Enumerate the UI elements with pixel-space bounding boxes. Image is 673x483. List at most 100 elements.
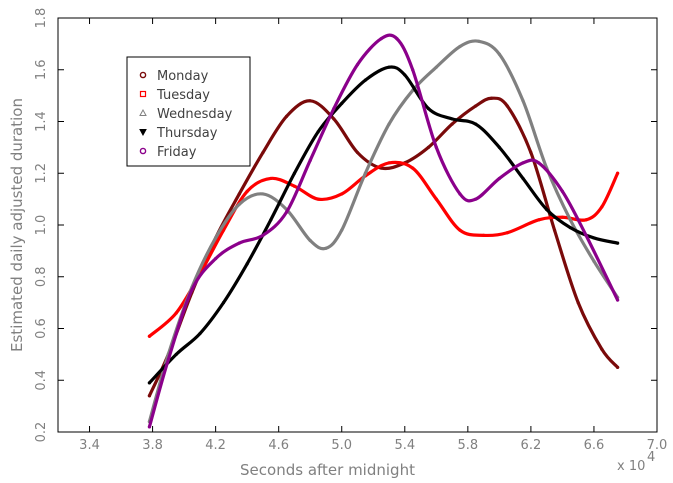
data-point-thursday — [363, 78, 367, 82]
x-tick-label: 3.4 — [79, 438, 100, 453]
data-point-tuesday — [458, 228, 462, 232]
data-point-wednesday — [237, 202, 241, 206]
data-point-friday — [308, 158, 312, 162]
data-point-tuesday — [600, 205, 604, 209]
data-point-thursday — [174, 352, 178, 356]
data-point-friday — [147, 425, 152, 429]
data-point-thursday — [269, 218, 273, 222]
data-point-wednesday — [261, 192, 265, 196]
data-point-friday — [261, 233, 265, 237]
data-point-thursday — [316, 130, 320, 134]
x-axis-title: Seconds after midnight — [240, 461, 415, 479]
data-point-monday — [600, 347, 604, 351]
x-axis-multiplier: x 10 — [617, 459, 645, 474]
x-tick-label: 5.4 — [394, 438, 415, 453]
data-point-tuesday — [340, 192, 344, 196]
series-line-wednesday — [147, 39, 620, 424]
data-point-tuesday — [387, 161, 391, 165]
data-point-thursday — [521, 176, 525, 181]
data-point-thursday — [403, 73, 407, 77]
data-point-thursday — [147, 381, 152, 385]
y-tick-label: 1.4 — [34, 111, 49, 132]
data-point-monday — [284, 114, 289, 118]
x-tick-label: 4.6 — [268, 438, 289, 453]
data-point-wednesday — [497, 52, 501, 56]
y-axis-title: Estimated daily adjusted duration — [8, 98, 26, 352]
data-point-friday — [521, 161, 525, 165]
data-point-monday — [489, 96, 494, 100]
legend-marker-wednesday — [139, 108, 147, 116]
data-point-friday — [190, 288, 194, 292]
data-point-monday — [474, 104, 478, 108]
data-point-wednesday — [458, 44, 462, 49]
data-point-monday — [450, 122, 454, 126]
data-point-friday — [584, 233, 588, 237]
data-point-friday — [497, 176, 501, 181]
data-point-monday — [529, 150, 533, 155]
data-point-tuesday — [316, 197, 320, 201]
data-point-thursday — [592, 236, 596, 240]
data-point-monday — [332, 117, 336, 121]
y-tick-label: 0.2 — [34, 422, 49, 443]
x-tick-label: 6.2 — [521, 438, 542, 453]
data-point-thursday — [340, 101, 344, 105]
data-point-tuesday — [615, 171, 620, 175]
data-point-wednesday — [592, 259, 596, 263]
data-point-thursday — [450, 117, 454, 121]
data-point-thursday — [474, 122, 478, 126]
legend-marker-friday — [139, 147, 147, 155]
data-point-monday — [576, 301, 580, 305]
data-point-thursday — [292, 171, 297, 175]
data-point-thursday — [245, 262, 249, 266]
data-point-tuesday — [584, 218, 588, 222]
data-point-tuesday — [269, 176, 273, 181]
y-tick-label: 1.2 — [34, 163, 49, 184]
y-tick-label: 1.6 — [34, 59, 49, 80]
data-point-thursday — [545, 207, 549, 212]
data-point-monday — [147, 394, 152, 398]
x-tick-label: 6.6 — [584, 438, 605, 453]
data-point-friday — [560, 189, 565, 193]
x-tick-label: 5.8 — [457, 438, 478, 453]
data-point-monday — [552, 228, 557, 232]
x-tick-label: 3.8 — [142, 438, 163, 453]
y-tick-label: 0.4 — [34, 370, 49, 391]
data-point-wednesday — [340, 228, 344, 232]
y-tick-label: 1.0 — [34, 215, 49, 236]
series-line-monday — [147, 96, 620, 398]
data-point-tuesday — [245, 189, 249, 193]
data-point-tuesday — [537, 218, 541, 222]
data-point-monday — [505, 104, 509, 108]
data-point-friday — [379, 37, 383, 41]
legend-marker-monday — [139, 71, 147, 79]
data-point-tuesday — [292, 184, 297, 188]
data-point-wednesday — [568, 218, 572, 222]
series-line-friday — [147, 33, 620, 429]
data-point-friday — [332, 106, 336, 111]
data-point-thursday — [198, 332, 202, 336]
data-point-monday — [426, 145, 431, 149]
data-point-wednesday — [434, 65, 438, 69]
data-point-monday — [615, 365, 620, 369]
data-point-friday — [458, 192, 462, 196]
data-point-monday — [355, 150, 360, 155]
data-point-friday — [395, 37, 399, 41]
x-tick-label: 5.0 — [331, 438, 352, 453]
x-axis-multiplier-exponent: 4 — [647, 450, 655, 465]
data-point-friday — [237, 241, 241, 245]
data-point-tuesday — [560, 215, 565, 219]
data-point-thursday — [221, 301, 226, 305]
data-point-wednesday — [324, 246, 328, 250]
data-point-friday — [474, 197, 478, 201]
legend-marker-thursday — [139, 129, 147, 137]
data-point-thursday — [615, 241, 620, 245]
y-tick-label: 0.8 — [34, 266, 49, 287]
data-point-monday — [308, 99, 312, 103]
data-point-monday — [237, 192, 241, 196]
data-point-friday — [355, 62, 360, 67]
data-point-friday — [214, 257, 218, 261]
legend-label-thursday: Thursday — [156, 126, 218, 141]
data-point-wednesday — [363, 171, 367, 175]
